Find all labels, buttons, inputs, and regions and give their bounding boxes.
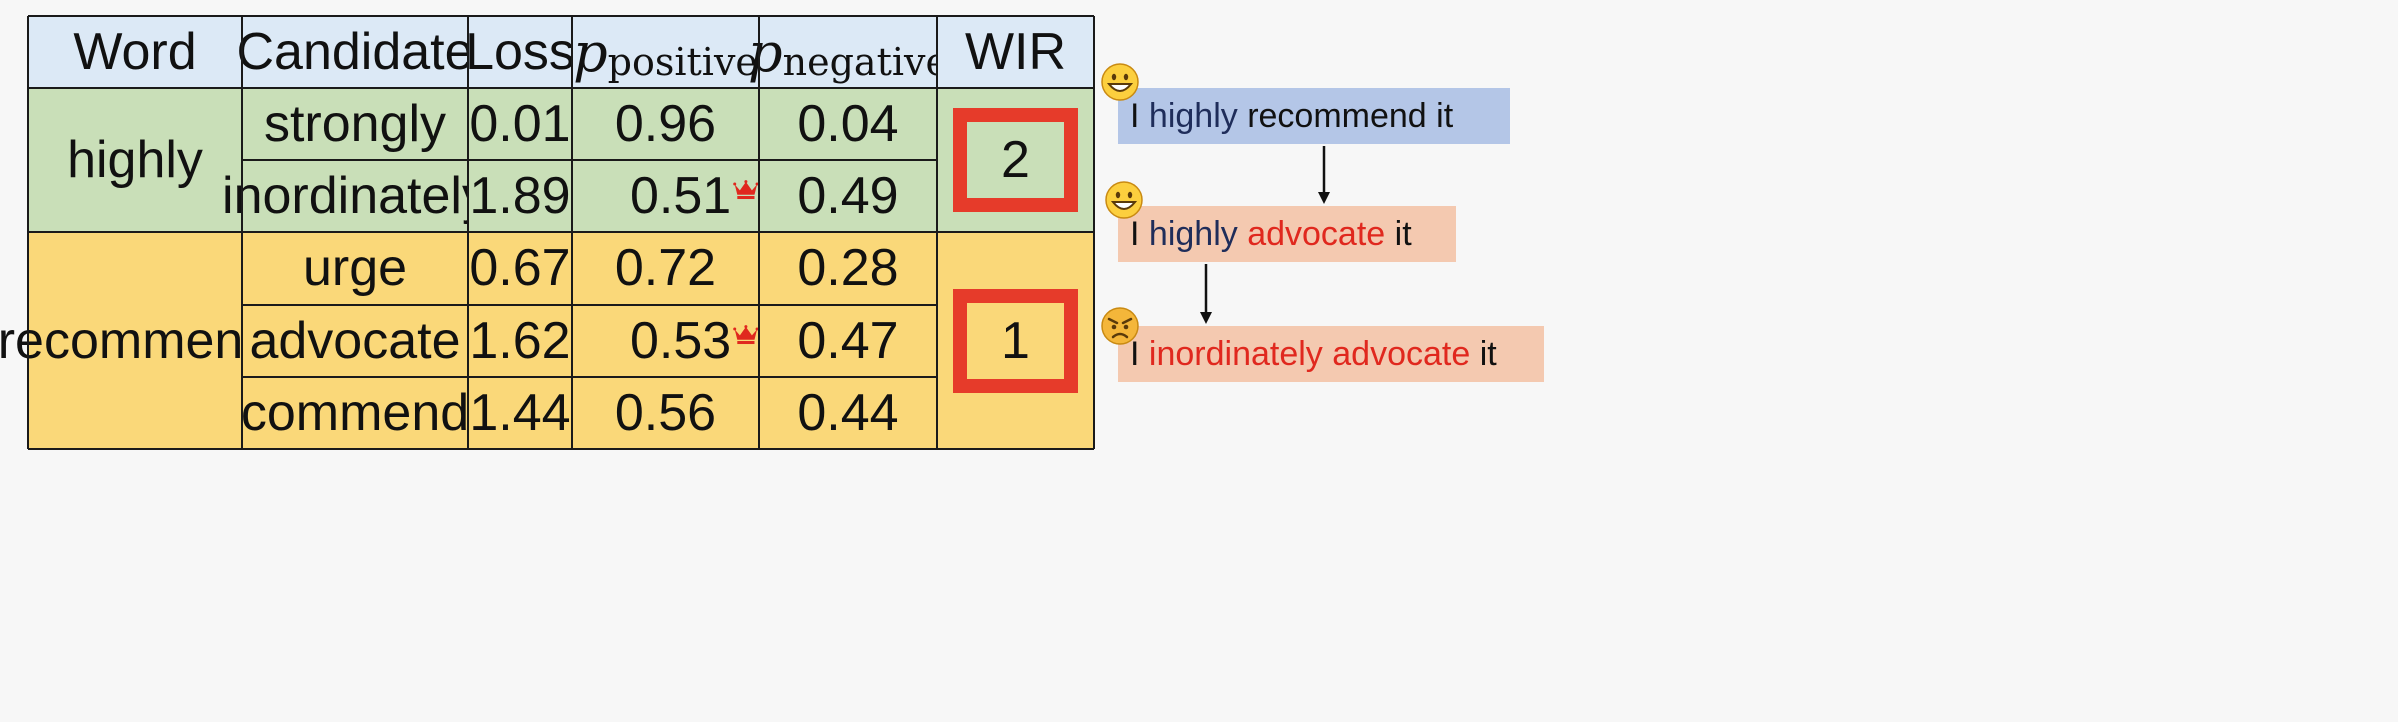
cell-loss: 1.62 <box>468 304 572 377</box>
word-cell: recommend <box>0 232 272 449</box>
sentence-word <box>1238 215 1247 254</box>
cell-value: commend <box>240 383 470 442</box>
cell-p-negative: 0.49 <box>759 160 937 233</box>
sentence-word: I <box>1130 214 1149 253</box>
grid-line <box>28 231 1094 234</box>
cell-value: 1.62 <box>469 311 571 370</box>
wir-value: 1 <box>1001 311 1030 370</box>
grinning-face-icon <box>1105 181 1143 219</box>
cell-loss: 1.89 <box>468 160 572 233</box>
header-candidate: Candidate <box>236 16 474 88</box>
sentence-word: advocate <box>1247 214 1386 253</box>
down-arrow-icon <box>1200 264 1212 324</box>
cell-candidate: commend <box>240 376 470 449</box>
crown-icon <box>733 324 759 344</box>
grid-line <box>28 87 1094 89</box>
sentence-word: it <box>1385 214 1412 253</box>
sentence-word: advocate <box>1332 334 1471 373</box>
cell-candidate: inordinately <box>222 160 488 233</box>
sentence-box: I inordinately advocate it <box>1118 326 1544 382</box>
cell-p-negative: 0.44 <box>759 376 937 449</box>
cell-value: 1.44 <box>469 383 571 442</box>
sentence-word: inordinately <box>1148 334 1323 373</box>
sentence-word: highly <box>1148 96 1238 135</box>
header-wir: WIR <box>937 16 1094 88</box>
cell-p-positive: 0.96 <box>572 88 759 161</box>
sentence-word: recommend it <box>1237 96 1454 135</box>
header-p-negative-sub: negative <box>782 40 948 84</box>
cell-value: 0.49 <box>797 167 899 226</box>
cell-p-positive: 0.56 <box>572 376 759 449</box>
crown-icon <box>733 180 759 200</box>
grid-line <box>242 303 937 306</box>
header-p-negative-var: p <box>748 20 783 84</box>
grid-line <box>1093 16 1095 449</box>
header-p-positive: p positive <box>572 16 759 88</box>
cell-value: 0.51 <box>630 167 732 226</box>
wir-highlight-box: 2 <box>953 108 1078 213</box>
cell-value: 0.72 <box>614 239 717 298</box>
cell-loss: 1.44 <box>468 376 572 449</box>
header-p-positive-var: p <box>573 20 608 84</box>
cell-p-negative: 0.04 <box>759 88 937 161</box>
grid-line <box>28 448 1094 450</box>
cell-candidate: strongly <box>242 88 468 161</box>
sentence-box: I highly recommend it <box>1118 88 1510 144</box>
cell-value: 1.89 <box>469 167 571 226</box>
cell-p-negative: 0.47 <box>759 304 937 377</box>
cell-value: 0.01 <box>469 95 571 154</box>
header-loss: Loss <box>465 16 575 88</box>
cell-p-positive: 0.53 <box>572 304 759 377</box>
angry-face-icon <box>1101 307 1139 345</box>
candidate-table: Word Candidate Loss p positive p negative WIR hi… <box>0 15 1095 450</box>
grid-line <box>28 15 1094 17</box>
cell-value: 0.56 <box>614 383 717 442</box>
wir-highlight-box: 1 <box>953 288 1078 393</box>
cell-candidate: advocate <box>242 304 468 377</box>
cell-p-positive: 0.51 <box>572 160 759 233</box>
cell-candidate: urge <box>242 232 468 305</box>
sentence-word: I <box>1130 334 1149 373</box>
header-p-positive-sub: positive <box>607 40 758 84</box>
sentence-box: I highly advocate it <box>1118 206 1456 262</box>
cell-loss: 0.01 <box>468 88 572 161</box>
grinning-face-icon <box>1101 63 1139 101</box>
sentence-word: I <box>1130 96 1149 135</box>
cell-value: 0.47 <box>797 311 899 370</box>
grid-line <box>242 375 937 378</box>
cell-value: 0.44 <box>797 383 899 442</box>
cell-value: 0.67 <box>469 239 571 298</box>
cell-value: 0.28 <box>797 239 899 298</box>
sentence-word <box>1323 335 1332 374</box>
cell-value: urge <box>302 239 408 298</box>
cell-value: strongly <box>263 95 447 154</box>
cell-p-negative: 0.28 <box>759 232 937 305</box>
sentence-word: highly <box>1148 214 1238 253</box>
cell-value: 0.53 <box>630 311 732 370</box>
cell-value: inordinately <box>222 167 488 226</box>
cell-value: 0.96 <box>614 95 717 154</box>
cell-loss: 0.67 <box>468 232 572 305</box>
cell-p-positive: 0.72 <box>572 232 759 305</box>
header-word: Word <box>28 16 242 88</box>
down-arrow-icon <box>1318 146 1330 204</box>
word-cell: highly <box>28 88 242 233</box>
wir-value: 2 <box>1001 131 1030 190</box>
grid-line <box>242 159 937 162</box>
cell-value: 0.04 <box>797 95 899 154</box>
sentence-word: it <box>1470 334 1497 373</box>
header-p-negative: p negative <box>748 16 948 88</box>
cell-value: advocate <box>249 311 461 370</box>
